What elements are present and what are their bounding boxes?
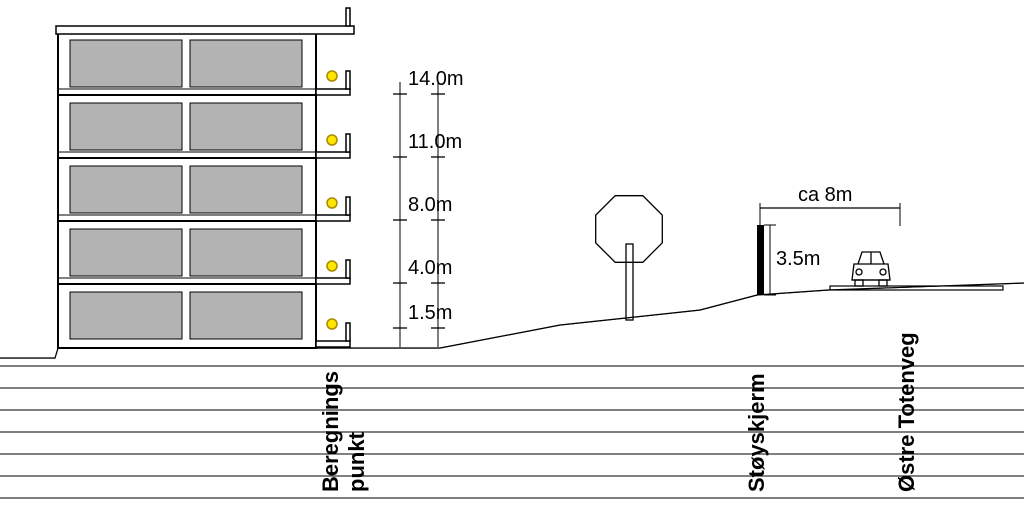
barrier-height-label: 3.5m bbox=[776, 248, 820, 271]
vertical-label-2: Østre Totenveg bbox=[894, 492, 1024, 513]
height-label-0: 14.0m bbox=[408, 68, 464, 91]
diagram-canvas: 14.0m 11.0m 8.0m 4.0m 1.5m 3.5m ca 8m Beregning… bbox=[0, 0, 1024, 513]
height-label-2: 8.0m bbox=[408, 194, 452, 217]
height-label-4: 1.5m bbox=[408, 302, 452, 325]
height-label-1: 11.0m bbox=[408, 131, 462, 154]
road-span-label: ca 8m bbox=[798, 184, 852, 207]
height-label-3: 4.0m bbox=[408, 257, 452, 280]
vertical-label-1: Støyskjerm bbox=[744, 492, 863, 513]
vertical-label-0: Beregningspunkt bbox=[318, 492, 439, 513]
